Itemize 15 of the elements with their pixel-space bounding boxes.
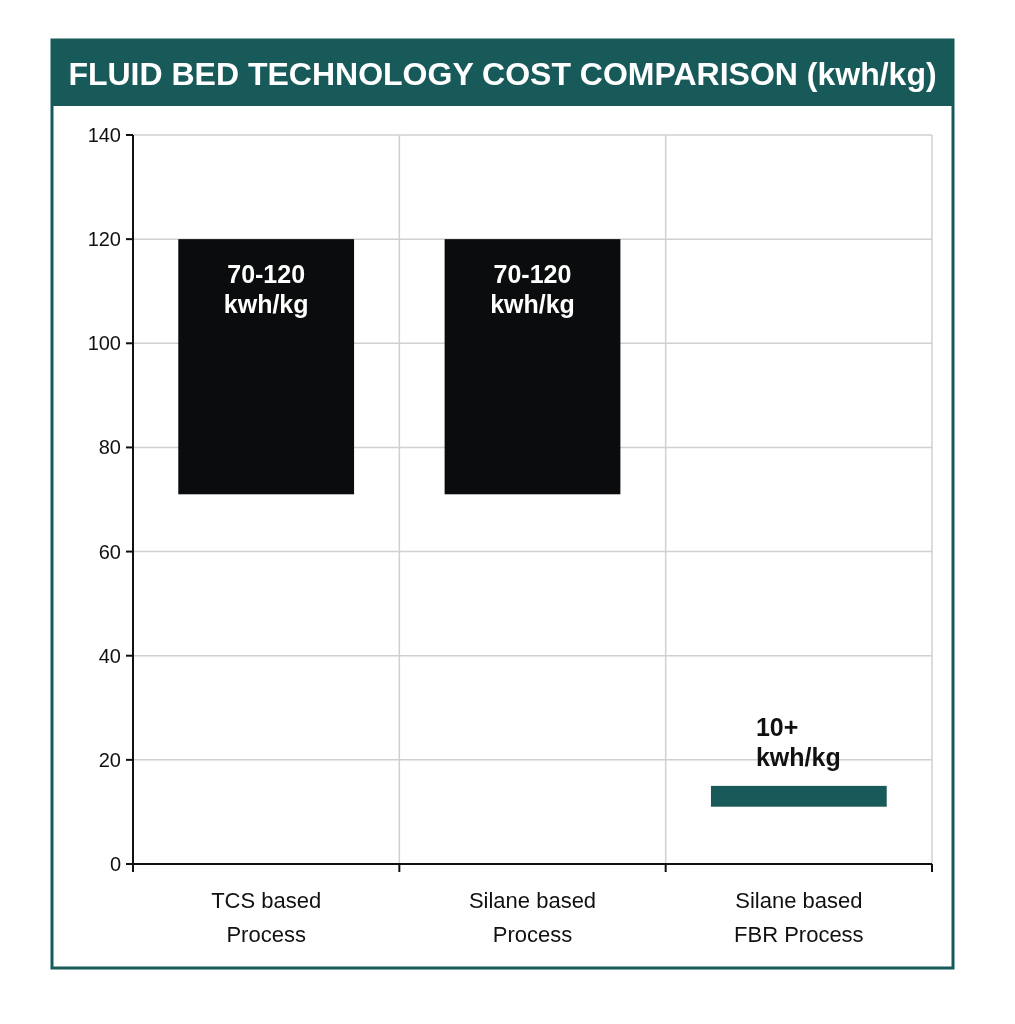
data-label: 70-120 kwh/kg	[490, 260, 575, 319]
chart-title: FLUID BED TECHNOLOGY COST COMPARISON (kwh/kg)	[68, 56, 937, 92]
y-tick-label: 140	[87, 124, 121, 146]
y-tick-label: 40	[98, 644, 121, 667]
x-tick-label: Silane based Process	[468, 888, 597, 947]
y-tick-label: 80	[98, 436, 121, 459]
y-tick-label: 0	[109, 853, 121, 875]
x-tick-label: TCS based Process	[211, 888, 322, 947]
y-tick-label: 60	[98, 540, 121, 563]
data-label: 10+ kwh/kg	[755, 712, 841, 771]
y-tick-label: 100	[87, 332, 121, 355]
y-tick-label: 20	[98, 748, 121, 771]
data-label: 70-120 kwh/kg	[223, 260, 309, 319]
x-tick-label: Silane based FBR Process	[734, 888, 864, 947]
y-tick-label: 120	[87, 228, 121, 251]
